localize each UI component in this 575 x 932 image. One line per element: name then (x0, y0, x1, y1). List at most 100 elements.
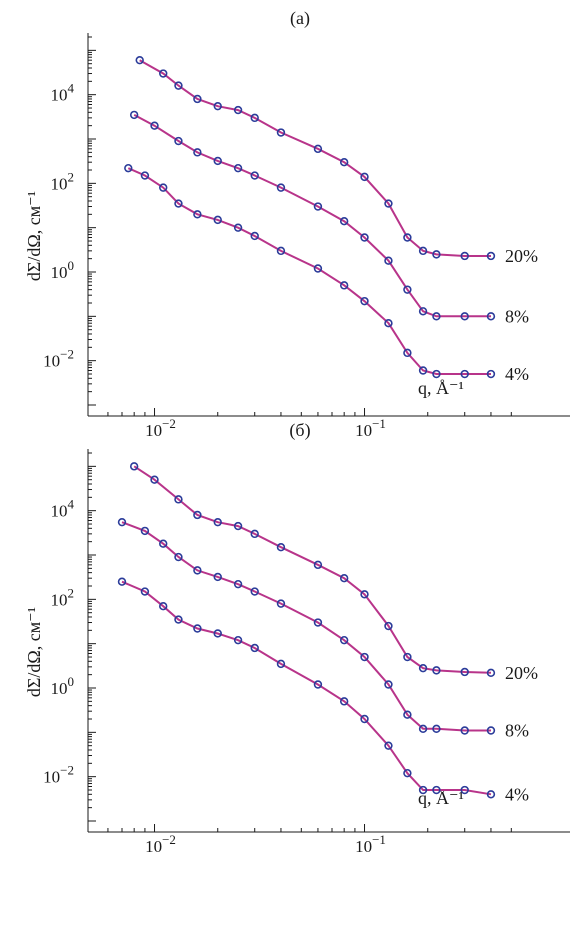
panel-title: (б) (289, 420, 310, 441)
data-point (313, 264, 323, 273)
series-pct20: 20% (135, 55, 538, 266)
y-axis-label: dΣ/dΩ, см⁻¹ (24, 191, 44, 281)
data-point (129, 110, 139, 120)
data-point (460, 667, 469, 677)
x-tick-label-base: 10 (355, 421, 372, 440)
y-tick-label-exponent: −2 (60, 347, 74, 362)
x-tick-label: 10−2 (145, 832, 176, 856)
x-axis-label: q, Å⁻¹ (418, 788, 464, 808)
series-pct20: 20% (129, 462, 538, 683)
data-point (486, 790, 496, 799)
x-tick-label-exponent: −1 (372, 832, 386, 847)
data-point (384, 621, 393, 631)
data-point (250, 171, 259, 180)
data-point (313, 144, 323, 154)
data-point (460, 785, 469, 795)
data-point (313, 680, 323, 689)
data-point (213, 156, 222, 166)
y-tick-label: 102 (51, 585, 75, 609)
y-axis-label: dΣ/dΩ, см⁻¹ (24, 607, 44, 697)
data-point (432, 785, 441, 795)
data-point (159, 69, 168, 78)
data-point (174, 615, 183, 624)
data-point (418, 307, 428, 316)
fit-curve (133, 465, 492, 674)
data-point (403, 768, 412, 778)
data-point (360, 590, 369, 599)
fit-curve (127, 167, 491, 375)
series-pct4: 4% (117, 577, 529, 804)
x-tick-label: 10−1 (355, 416, 386, 440)
data-point (159, 539, 168, 548)
panel-title: (a) (290, 8, 310, 29)
data-point (360, 652, 369, 662)
y-tick-label: 102 (51, 169, 75, 193)
series-label: 8% (505, 721, 529, 741)
data-point (193, 566, 202, 575)
data-point (313, 202, 323, 211)
series-label: 4% (505, 784, 529, 804)
data-point (213, 629, 222, 638)
y-tick-label-base: 10 (43, 352, 60, 371)
data-point (124, 163, 133, 173)
data-point (174, 81, 183, 90)
data-point (193, 148, 202, 157)
data-point (339, 697, 349, 706)
data-point (432, 724, 441, 734)
data-point (193, 94, 202, 104)
data-point (403, 233, 412, 242)
data-point (159, 183, 168, 192)
y-tick-label-exponent: 2 (68, 169, 75, 184)
x-tick-label: 10−1 (355, 832, 386, 856)
x-axis-label: q, Å⁻¹ (418, 378, 464, 398)
data-point (276, 543, 286, 552)
series-label: 20% (505, 663, 538, 683)
data-point (460, 251, 469, 261)
y-tick-label-exponent: 4 (68, 497, 75, 512)
data-point (339, 157, 349, 167)
data-point (140, 171, 150, 180)
data-point (129, 462, 139, 471)
series-label: 20% (505, 246, 538, 266)
data-point (276, 183, 286, 192)
series-pct4: 4% (124, 163, 529, 384)
data-point (403, 285, 412, 294)
y-tick-label-base: 10 (51, 86, 68, 105)
fit-curve (121, 580, 492, 796)
series-label: 4% (505, 364, 529, 384)
x-tick-label-base: 10 (145, 421, 162, 440)
y-tick-label-base: 10 (43, 768, 60, 787)
data-point (486, 668, 496, 678)
series-label: 8% (505, 306, 529, 326)
data-point (117, 577, 127, 586)
data-point (313, 618, 323, 627)
x-tick-label: 10−2 (145, 416, 176, 440)
data-point (174, 136, 183, 146)
data-point (233, 105, 243, 115)
data-point (250, 113, 259, 123)
data-point (250, 529, 259, 539)
y-tick-label-exponent: −2 (60, 763, 74, 778)
fit-curve (133, 114, 491, 318)
x-tick-label-exponent: −2 (162, 832, 176, 847)
data-point (403, 652, 412, 662)
data-point (193, 210, 202, 219)
data-point (384, 319, 393, 328)
y-tick-label-base: 10 (51, 502, 68, 521)
y-tick-label: 100 (51, 258, 75, 282)
data-point (276, 599, 286, 608)
data-point (360, 296, 369, 306)
data-point (360, 172, 369, 182)
data-point (276, 128, 286, 137)
data-point (233, 223, 243, 232)
data-point (384, 741, 393, 750)
y-tick-label-exponent: 2 (68, 585, 75, 600)
y-tick-label-base: 10 (51, 590, 68, 609)
data-point (403, 710, 412, 719)
data-point (140, 587, 150, 596)
data-point (117, 517, 127, 527)
data-point (233, 521, 243, 531)
data-point (432, 666, 441, 675)
data-point (233, 163, 243, 173)
